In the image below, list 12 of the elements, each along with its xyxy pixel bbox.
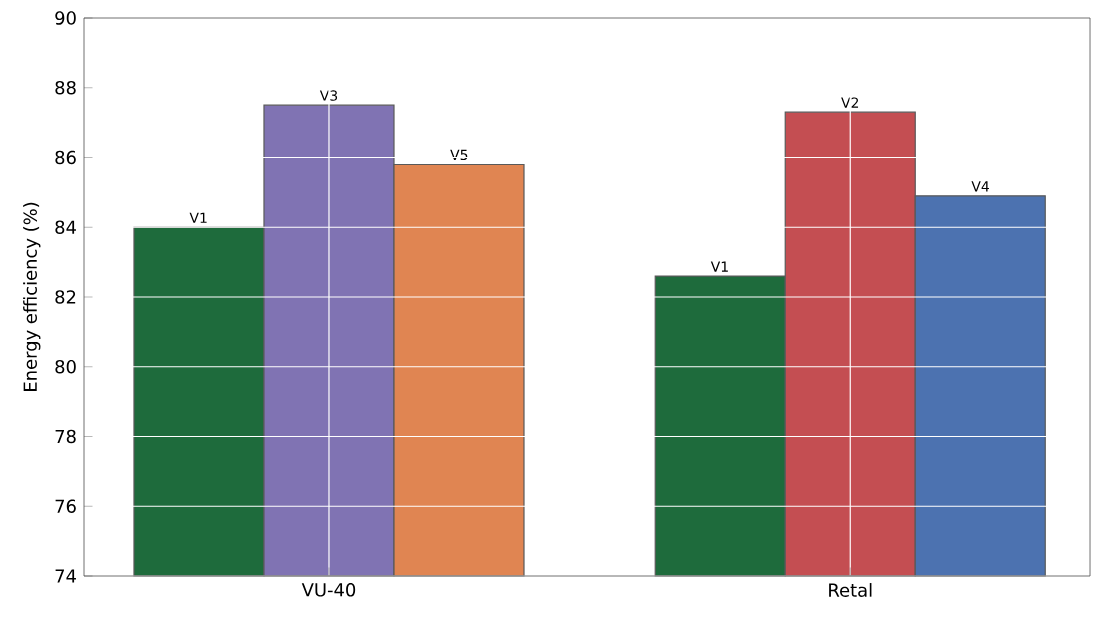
y-axis-title: Energy efficiency (%) [23,202,41,391]
y-tick-label: 88 [55,80,76,95]
y-tick-label: 78 [55,429,76,444]
y-tick-label: 86 [55,150,76,165]
y-tick-label: 84 [55,220,76,235]
x-tick-label: VU-40 [301,583,356,597]
y-tick-label: 80 [55,359,76,374]
y-tick-label: 82 [55,290,76,304]
x-tick-label: Retal [829,583,872,597]
y-tick-label: 90 [55,11,76,25]
y-tick-label: 74 [55,569,76,583]
y-tick-label: 76 [55,499,76,514]
